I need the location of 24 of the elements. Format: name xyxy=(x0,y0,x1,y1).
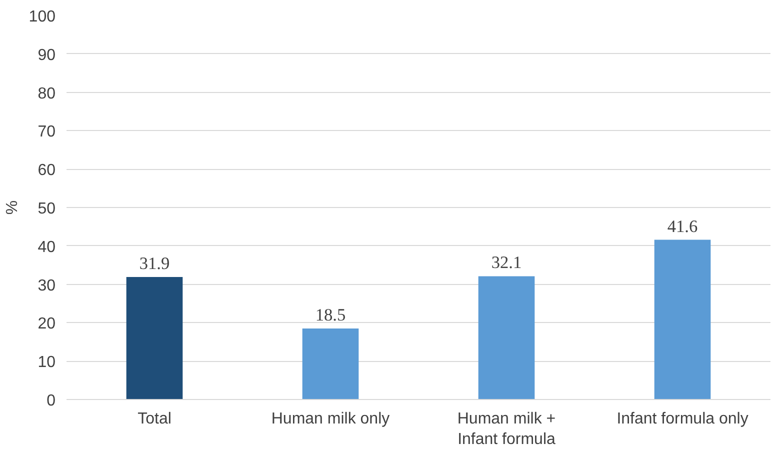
x-tick-label: Total xyxy=(138,410,172,428)
y-tick-label: 50 xyxy=(38,200,56,218)
y-axis-title: % xyxy=(4,200,21,215)
y-tick-label: 60 xyxy=(38,162,56,180)
x-tick-label: Human milk + Infant formula xyxy=(457,410,556,448)
data-label: 18.5 xyxy=(315,305,346,324)
x-tick-label: Human milk only xyxy=(271,410,390,428)
y-tick-label: 90 xyxy=(38,46,56,64)
y-tick-label: 80 xyxy=(38,85,56,102)
bar xyxy=(654,240,711,400)
bar xyxy=(126,277,183,400)
y-tick-label: 10 xyxy=(38,354,56,372)
y-tick-label: 20 xyxy=(38,316,56,333)
data-label: 32.1 xyxy=(491,253,522,272)
y-tick-label: 40 xyxy=(38,238,56,256)
y-tick-label: 70 xyxy=(38,124,56,141)
bar xyxy=(302,328,359,400)
data-label: 41.6 xyxy=(667,216,698,236)
x-tick-label: Infant formula only xyxy=(616,410,748,428)
y-tick-label: 30 xyxy=(38,277,56,294)
bar xyxy=(478,276,535,400)
data-label: 31.9 xyxy=(139,254,170,274)
y-tick-label: 100 xyxy=(28,8,56,26)
y-tick-label: 0 xyxy=(46,392,56,410)
